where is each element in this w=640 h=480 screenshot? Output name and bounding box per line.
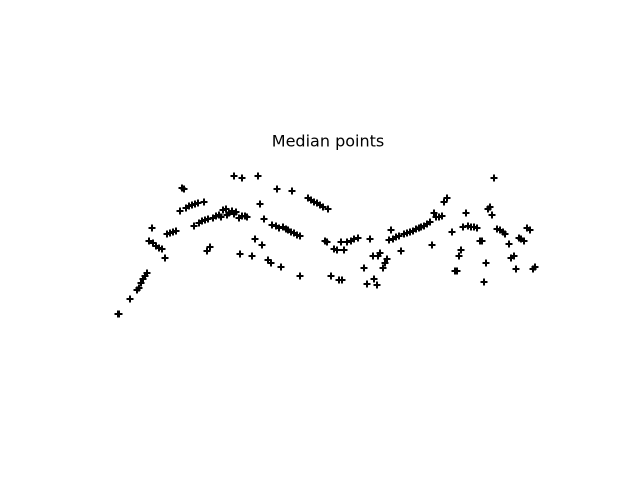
point bbox=[383, 255, 391, 263]
point bbox=[254, 172, 262, 180]
point bbox=[482, 259, 490, 267]
point bbox=[370, 275, 378, 283]
point bbox=[260, 215, 268, 223]
point bbox=[277, 263, 285, 271]
point bbox=[238, 174, 246, 182]
chart-title: Median points bbox=[272, 132, 384, 151]
point bbox=[520, 237, 528, 245]
point bbox=[486, 203, 494, 211]
point bbox=[455, 252, 463, 260]
point bbox=[190, 222, 198, 230]
point bbox=[430, 209, 438, 217]
point bbox=[505, 240, 513, 248]
point bbox=[288, 187, 296, 195]
point bbox=[512, 265, 520, 273]
point bbox=[126, 295, 134, 303]
point bbox=[251, 235, 259, 243]
point bbox=[200, 198, 208, 206]
point bbox=[243, 213, 251, 221]
point bbox=[338, 276, 346, 284]
point bbox=[501, 230, 509, 238]
point bbox=[395, 232, 403, 240]
point bbox=[137, 279, 145, 287]
point bbox=[323, 238, 331, 246]
point bbox=[333, 246, 341, 254]
point bbox=[428, 241, 436, 249]
point bbox=[206, 243, 214, 251]
point bbox=[337, 238, 345, 246]
point bbox=[236, 250, 244, 258]
point bbox=[478, 237, 486, 245]
point bbox=[387, 226, 395, 234]
point bbox=[448, 228, 456, 236]
point bbox=[438, 212, 446, 220]
point bbox=[510, 252, 518, 260]
point bbox=[473, 224, 481, 232]
point bbox=[526, 226, 534, 234]
point bbox=[230, 172, 238, 180]
point bbox=[115, 310, 123, 318]
point bbox=[379, 264, 387, 272]
point bbox=[180, 185, 188, 193]
point bbox=[161, 254, 169, 262]
point bbox=[296, 272, 304, 280]
point bbox=[324, 205, 332, 213]
point bbox=[373, 281, 381, 289]
point bbox=[340, 246, 348, 254]
point bbox=[176, 207, 184, 215]
point bbox=[426, 218, 434, 226]
point bbox=[217, 213, 225, 221]
point bbox=[453, 267, 461, 275]
point bbox=[296, 232, 304, 240]
point bbox=[267, 259, 275, 267]
point bbox=[172, 227, 180, 235]
point bbox=[480, 278, 488, 286]
point bbox=[440, 198, 448, 206]
point bbox=[145, 237, 153, 245]
point bbox=[366, 235, 374, 243]
point bbox=[135, 284, 143, 292]
point bbox=[381, 259, 389, 267]
point bbox=[457, 246, 465, 254]
point bbox=[194, 199, 202, 207]
point bbox=[327, 272, 335, 280]
point bbox=[488, 211, 496, 219]
point bbox=[360, 264, 368, 272]
point bbox=[376, 249, 384, 257]
point bbox=[248, 252, 256, 260]
point bbox=[354, 234, 362, 242]
point bbox=[531, 263, 539, 271]
point bbox=[273, 185, 281, 193]
point bbox=[490, 174, 498, 182]
point bbox=[462, 209, 470, 217]
point bbox=[443, 194, 451, 202]
point bbox=[203, 247, 211, 255]
point bbox=[143, 269, 151, 277]
point bbox=[148, 224, 156, 232]
point bbox=[397, 247, 405, 255]
point bbox=[258, 241, 266, 249]
point bbox=[222, 205, 230, 213]
point bbox=[256, 200, 264, 208]
point bbox=[363, 280, 371, 288]
point bbox=[232, 208, 240, 216]
point bbox=[158, 245, 166, 253]
point bbox=[319, 203, 327, 211]
